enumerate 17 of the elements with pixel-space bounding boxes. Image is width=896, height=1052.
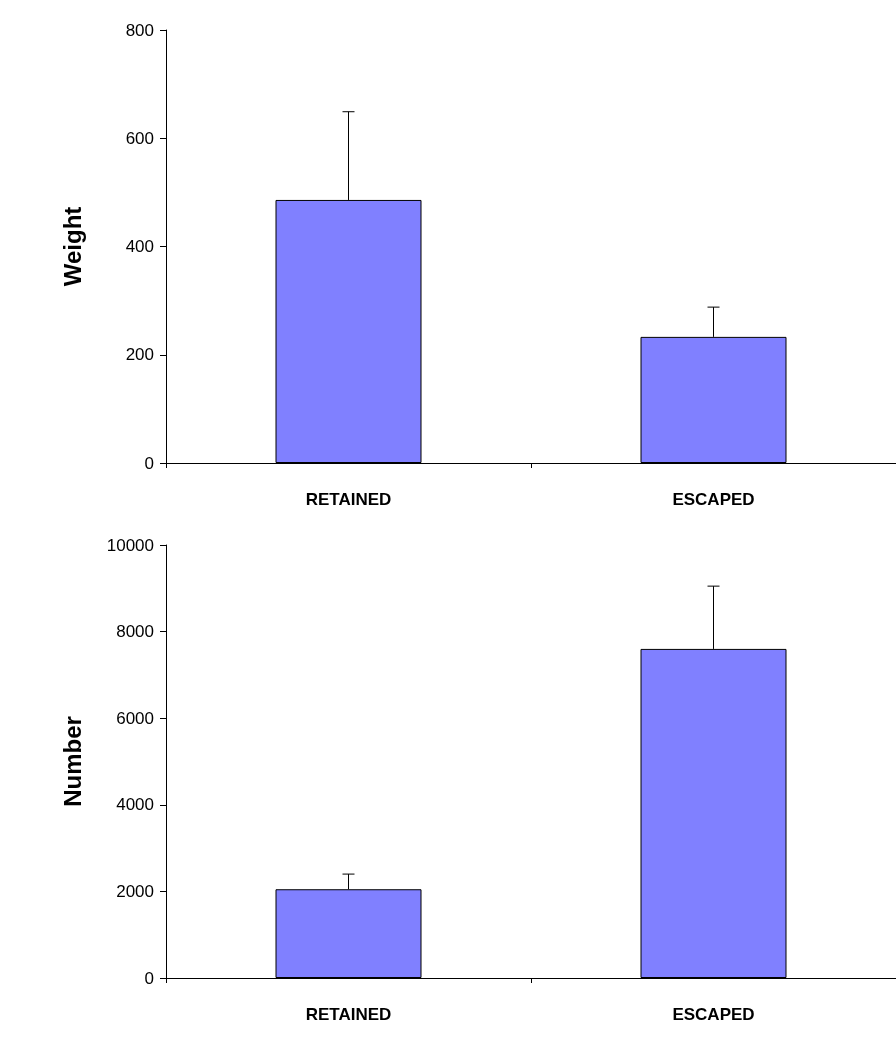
y-tick-label: 600 xyxy=(125,128,154,148)
y-tick-label: 0 xyxy=(144,968,154,988)
y-tick-label: 200 xyxy=(125,345,154,365)
y-tick-label: 10000 xyxy=(106,535,154,555)
x-tick-label: ESCAPED xyxy=(672,490,755,509)
y-tick-label: 400 xyxy=(125,237,154,256)
y-tick-label: 6000 xyxy=(116,708,154,728)
y-tick-label: 800 xyxy=(125,20,154,40)
y-tick-label: 4000 xyxy=(116,795,154,815)
x-tick-label: ESCAPED xyxy=(672,1005,755,1024)
y-tick-label: 2000 xyxy=(116,881,154,901)
x-tick-label: RETAINED xyxy=(305,1005,392,1024)
y-axis-title: Weight xyxy=(58,206,86,287)
y-tick-label: 0 xyxy=(144,453,154,473)
y-tick-label: 8000 xyxy=(116,622,154,642)
x-tick-label: RETAINED xyxy=(305,490,392,509)
y-axis-title: Number xyxy=(58,716,86,807)
